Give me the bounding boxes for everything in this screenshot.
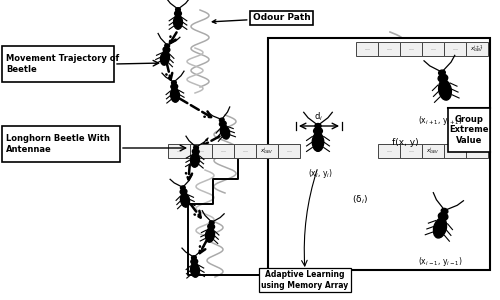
Ellipse shape: [180, 193, 190, 207]
Ellipse shape: [192, 256, 196, 260]
Ellipse shape: [174, 15, 182, 29]
Ellipse shape: [191, 259, 198, 264]
Text: ...: ...: [286, 148, 292, 154]
Bar: [444, 42, 466, 56]
Ellipse shape: [210, 221, 214, 225]
Text: (x$_{i-1}$, y$_{i-1}$): (x$_{i-1}$, y$_{i-1}$): [418, 255, 463, 268]
Bar: [466, 42, 488, 56]
Ellipse shape: [438, 80, 452, 100]
Ellipse shape: [438, 212, 448, 220]
Ellipse shape: [208, 224, 214, 229]
Ellipse shape: [171, 84, 177, 89]
Bar: [168, 144, 190, 158]
Text: ...: ...: [430, 46, 436, 52]
Ellipse shape: [220, 121, 226, 127]
Text: $x_{GEV}^{i}$: $x_{GEV}^{i}$: [260, 146, 274, 156]
Bar: [2, 126, 120, 162]
Text: ...: ...: [452, 46, 458, 52]
Bar: [466, 144, 488, 158]
Text: Movement Trajectory of
Beetle: Movement Trajectory of Beetle: [6, 54, 119, 74]
Ellipse shape: [190, 263, 200, 277]
Text: ...: ...: [364, 46, 370, 52]
Text: ...: ...: [408, 46, 414, 52]
Bar: [278, 144, 300, 158]
Ellipse shape: [206, 228, 214, 242]
Bar: [444, 144, 466, 158]
Text: (x$_i$, y$_i$): (x$_i$, y$_i$): [308, 167, 332, 180]
Text: ...: ...: [408, 148, 414, 154]
Ellipse shape: [174, 11, 182, 16]
Ellipse shape: [165, 44, 170, 48]
Ellipse shape: [314, 128, 322, 134]
Ellipse shape: [438, 74, 448, 82]
Text: ...: ...: [242, 148, 248, 154]
Ellipse shape: [438, 70, 446, 75]
Text: ...: ...: [176, 148, 182, 154]
Text: $x_{GEV}^{i+1}$: $x_{GEV}^{i+1}$: [470, 44, 484, 54]
Text: (δ$_i$): (δ$_i$): [352, 194, 368, 206]
Ellipse shape: [192, 149, 199, 154]
Bar: [378, 144, 400, 158]
Text: d$_i$: d$_i$: [314, 110, 324, 123]
Text: ...: ...: [452, 148, 458, 154]
Bar: [190, 144, 212, 158]
Bar: [234, 144, 256, 158]
Ellipse shape: [220, 118, 224, 122]
Text: ...: ...: [198, 148, 204, 154]
Bar: [268, 38, 490, 270]
Bar: [400, 42, 422, 56]
Text: $x_{GEV}^{i}$: $x_{GEV}^{i}$: [426, 146, 440, 156]
Ellipse shape: [170, 88, 179, 102]
Text: ...: ...: [386, 46, 392, 52]
Text: Longhorn Beetle With
Antennae: Longhorn Beetle With Antennae: [6, 134, 110, 154]
Ellipse shape: [315, 124, 321, 128]
Bar: [378, 42, 400, 56]
Text: ...: ...: [220, 148, 226, 154]
Bar: [400, 144, 422, 158]
Ellipse shape: [312, 133, 324, 151]
Bar: [448, 108, 490, 152]
Bar: [2, 46, 114, 82]
Text: ...: ...: [386, 148, 392, 154]
Bar: [356, 42, 378, 56]
Ellipse shape: [220, 125, 230, 139]
Ellipse shape: [176, 8, 180, 11]
Bar: [422, 144, 444, 158]
Text: Group
Extreme
Value: Group Extreme Value: [449, 115, 489, 145]
Text: Odour Path: Odour Path: [212, 14, 311, 23]
Ellipse shape: [172, 81, 176, 85]
Ellipse shape: [434, 218, 446, 238]
Text: Adaptive Learning
using Memory Array: Adaptive Learning using Memory Array: [262, 270, 348, 290]
Bar: [212, 144, 234, 158]
Ellipse shape: [180, 186, 185, 190]
Bar: [422, 42, 444, 56]
Text: (x$_{i+1}$, y$_{i+1}$): (x$_{i+1}$, y$_{i+1}$): [418, 114, 463, 127]
Ellipse shape: [160, 51, 170, 65]
Ellipse shape: [180, 189, 187, 194]
Ellipse shape: [441, 208, 448, 214]
Text: ...: ...: [474, 148, 480, 154]
Text: f(x, y): f(x, y): [392, 138, 418, 147]
Ellipse shape: [163, 47, 170, 52]
Bar: [256, 144, 278, 158]
Ellipse shape: [190, 153, 200, 167]
Ellipse shape: [194, 146, 198, 149]
